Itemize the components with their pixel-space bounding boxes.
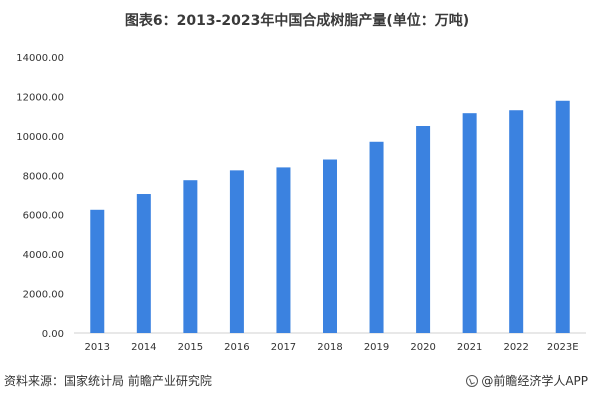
y-tick-label: 14000.00 [16,53,64,64]
bar-2022 [509,110,524,333]
y-tick-label: 0.00 [42,329,64,340]
bar-2015 [183,180,198,333]
x-tick-label: 2019 [364,342,389,353]
bar-2023E [555,100,570,333]
x-tick-label: 2023E [547,342,579,353]
bar-2013 [90,209,105,333]
x-tick-label: 2022 [503,342,528,353]
bar-2021 [462,113,477,333]
bar-2020 [416,126,431,333]
y-tick-label: 10000.00 [16,132,64,143]
y-tick-label: 12000.00 [16,92,64,103]
x-tick-label: 2018 [317,342,342,353]
y-tick-label: 8000.00 [23,171,64,182]
x-tick-label: 2015 [178,342,203,353]
x-tick-label: 2021 [457,342,482,353]
bar-2019 [369,141,384,333]
y-tick-label: 6000.00 [23,211,64,222]
brand-credit: @前瞻经济学人APP [466,372,588,389]
x-tick-label: 2016 [224,342,249,353]
bar-2016 [229,170,244,333]
x-axis-ticks: 2013 2014 2015 2016 2017 2018 2019 2020 2021 2022… [85,342,579,353]
y-axis-ticks: 0.00 2000.00 4000.00 6000.00 8000.00 10000.00… [16,53,64,340]
brand-credit-text: @前瞻经济学人APP [481,374,588,388]
chart-title: 图表6：2013-2023年中国合成树脂产量(单位：万吨) [124,13,470,29]
source-note: 资料来源：国家统计局 前瞻产业研究院 [4,374,212,388]
x-tick-label: 2017 [271,342,296,353]
bar-2018 [323,159,337,333]
y-tick-label: 2000.00 [23,290,64,301]
x-tick-label: 2013 [85,342,110,353]
y-tick-label: 4000.00 [23,250,64,261]
brand-logo-icon [466,374,479,387]
bars [90,100,570,333]
bar-2014 [136,194,151,333]
bar-2017 [276,167,291,333]
x-tick-label: 2014 [131,342,156,353]
x-tick-label: 2020 [410,342,435,353]
